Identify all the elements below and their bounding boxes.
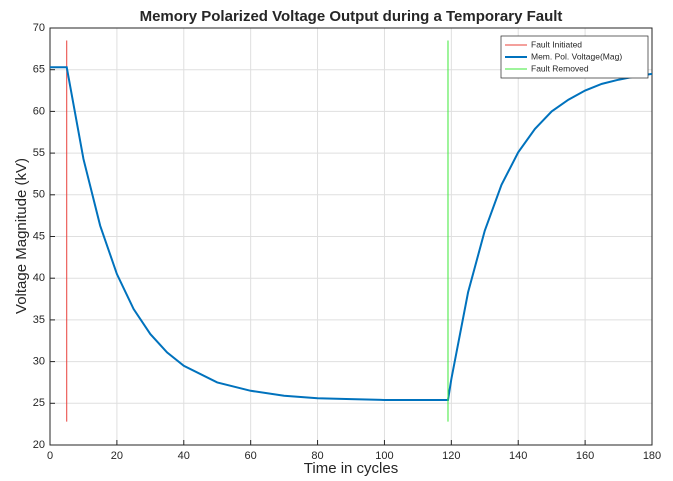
x-tick-label: 160 bbox=[576, 450, 594, 462]
y-tick-label: 45 bbox=[33, 230, 45, 242]
x-axis-label: Time in cycles bbox=[304, 460, 398, 477]
y-tick-label: 70 bbox=[33, 22, 45, 34]
y-tick-label: 50 bbox=[33, 189, 45, 201]
x-tick-label: 40 bbox=[178, 450, 190, 462]
x-tick-label: 60 bbox=[245, 450, 257, 462]
y-tick-label: 60 bbox=[33, 105, 45, 117]
legend-label: Fault Initiated bbox=[531, 39, 582, 49]
y-tick-label: 25 bbox=[33, 397, 45, 409]
y-axis-label: Voltage Magnitude (kV) bbox=[13, 158, 30, 314]
x-tick-label: 140 bbox=[509, 450, 527, 462]
axes-box bbox=[49, 27, 653, 446]
x-tick-label: 120 bbox=[442, 450, 460, 462]
y-tick-label: 35 bbox=[33, 314, 45, 326]
x-tick-label: 100 bbox=[375, 450, 393, 462]
y-tick-label: 65 bbox=[33, 64, 45, 76]
x-tick-label: 180 bbox=[643, 450, 661, 462]
y-tick-label: 55 bbox=[33, 147, 45, 159]
legend-label: Mem. Pol. Voltage(Mag) bbox=[531, 51, 622, 61]
chart-title: Memory Polarized Voltage Output during a… bbox=[140, 8, 563, 25]
x-tick-label: 80 bbox=[311, 450, 323, 462]
legend-label: Fault Removed bbox=[531, 63, 589, 73]
x-tick-label: 0 bbox=[47, 450, 53, 462]
y-tick-label: 20 bbox=[33, 439, 45, 451]
series-line bbox=[50, 66, 653, 401]
y-tick-label: 30 bbox=[33, 356, 45, 368]
y-tick-label: 40 bbox=[33, 272, 45, 284]
x-tick-label: 20 bbox=[111, 450, 123, 462]
